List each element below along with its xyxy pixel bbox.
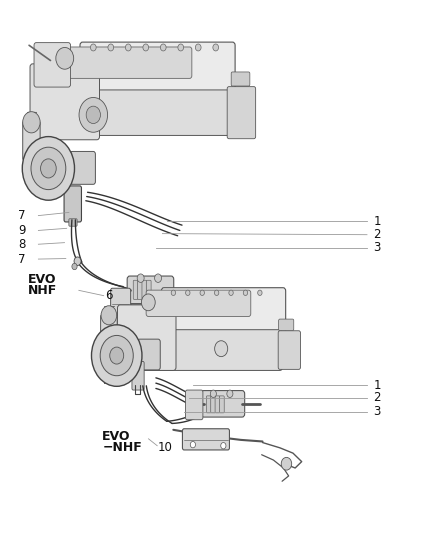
Circle shape [243, 290, 247, 295]
FancyBboxPatch shape [23, 120, 40, 160]
Circle shape [100, 335, 133, 376]
Circle shape [91, 44, 96, 51]
FancyBboxPatch shape [64, 186, 81, 222]
FancyBboxPatch shape [132, 361, 144, 390]
FancyBboxPatch shape [142, 280, 147, 300]
FancyBboxPatch shape [219, 396, 224, 413]
FancyBboxPatch shape [63, 47, 192, 78]
FancyBboxPatch shape [101, 314, 117, 351]
Text: 10: 10 [158, 441, 173, 454]
FancyBboxPatch shape [227, 87, 256, 139]
FancyBboxPatch shape [80, 42, 235, 105]
Circle shape [215, 341, 228, 357]
Text: 8: 8 [18, 238, 25, 251]
FancyBboxPatch shape [231, 72, 250, 86]
FancyBboxPatch shape [146, 290, 251, 317]
Circle shape [72, 263, 77, 270]
Text: −NHF: −NHF [102, 441, 142, 454]
FancyBboxPatch shape [211, 396, 215, 413]
Circle shape [227, 390, 233, 398]
Circle shape [92, 325, 142, 386]
Circle shape [213, 44, 219, 51]
FancyBboxPatch shape [70, 151, 95, 184]
Text: 7: 7 [102, 374, 110, 387]
FancyBboxPatch shape [34, 43, 71, 87]
Circle shape [79, 98, 108, 132]
FancyBboxPatch shape [133, 280, 138, 300]
Circle shape [215, 290, 219, 295]
Circle shape [178, 44, 184, 51]
Text: 2: 2 [374, 228, 381, 241]
FancyBboxPatch shape [117, 305, 176, 370]
FancyBboxPatch shape [201, 391, 245, 417]
Text: 9: 9 [18, 224, 25, 237]
FancyBboxPatch shape [278, 331, 300, 369]
Text: 1: 1 [374, 379, 381, 392]
FancyBboxPatch shape [111, 288, 131, 321]
FancyBboxPatch shape [206, 396, 211, 413]
Circle shape [190, 441, 195, 448]
Text: 3: 3 [374, 405, 381, 418]
FancyBboxPatch shape [138, 339, 160, 370]
Circle shape [195, 44, 201, 51]
FancyBboxPatch shape [69, 219, 77, 226]
FancyBboxPatch shape [161, 288, 286, 340]
Circle shape [74, 257, 81, 265]
Circle shape [143, 44, 148, 51]
Text: 7: 7 [18, 253, 25, 265]
FancyBboxPatch shape [215, 396, 220, 413]
Text: 3: 3 [374, 241, 381, 254]
Circle shape [56, 47, 74, 69]
FancyBboxPatch shape [146, 280, 151, 300]
FancyBboxPatch shape [183, 429, 230, 450]
Circle shape [186, 290, 190, 295]
Text: NHF: NHF [28, 284, 58, 297]
Circle shape [258, 290, 262, 295]
Circle shape [108, 44, 113, 51]
FancyBboxPatch shape [30, 64, 99, 140]
Circle shape [281, 457, 292, 470]
Text: EVO: EVO [102, 430, 131, 443]
Circle shape [200, 290, 205, 295]
Circle shape [210, 390, 216, 398]
Circle shape [110, 347, 124, 364]
Circle shape [160, 44, 166, 51]
FancyBboxPatch shape [185, 390, 203, 419]
Text: 6: 6 [105, 289, 113, 302]
FancyBboxPatch shape [48, 90, 232, 135]
FancyBboxPatch shape [138, 280, 142, 300]
Circle shape [137, 274, 144, 282]
Circle shape [86, 106, 100, 124]
FancyBboxPatch shape [127, 276, 174, 304]
Circle shape [23, 112, 40, 133]
Circle shape [229, 290, 233, 295]
Text: EVO: EVO [28, 273, 57, 286]
Circle shape [171, 290, 176, 295]
Text: 7: 7 [18, 209, 25, 222]
FancyBboxPatch shape [130, 304, 182, 327]
FancyBboxPatch shape [279, 319, 294, 330]
Circle shape [22, 136, 74, 200]
Text: 2: 2 [374, 392, 381, 405]
Circle shape [101, 306, 117, 325]
Circle shape [141, 294, 155, 311]
Circle shape [125, 44, 131, 51]
Circle shape [155, 274, 162, 282]
Circle shape [221, 442, 226, 449]
Text: 1: 1 [374, 215, 381, 228]
Circle shape [41, 159, 56, 178]
Circle shape [31, 147, 66, 190]
FancyBboxPatch shape [133, 330, 283, 370]
